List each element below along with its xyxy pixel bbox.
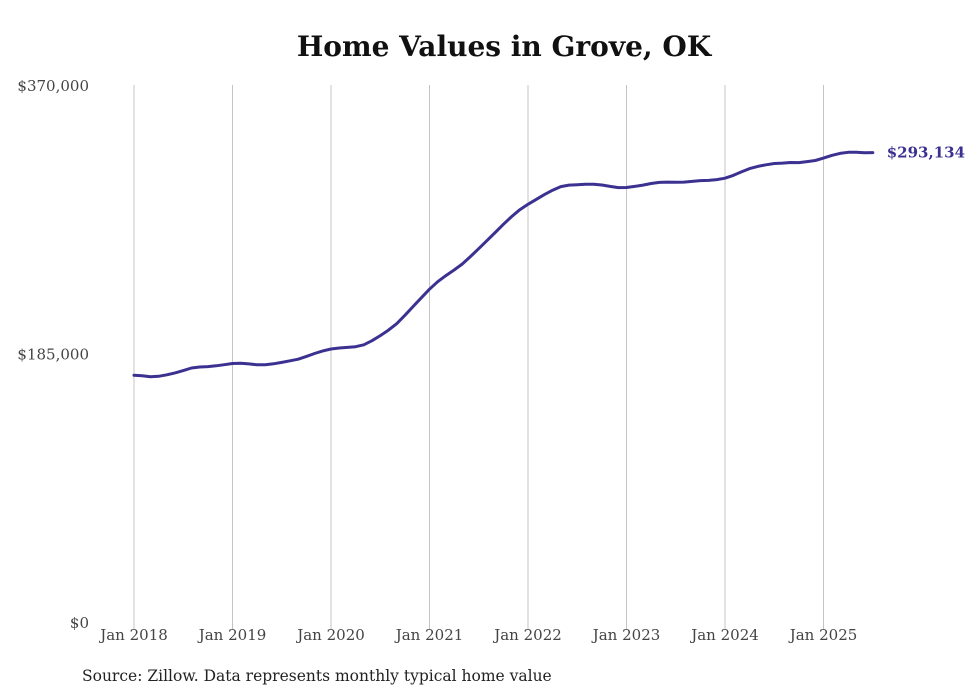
end-value-label: $293,134	[887, 144, 965, 162]
y-axis-ticks: $0 $185,000 $370,000	[17, 77, 89, 632]
y-tick-label: $185,000	[17, 346, 89, 364]
x-tick-label: Jan 2022	[492, 626, 562, 644]
chart-title: Home Values in Grove, OK	[296, 30, 712, 63]
grid-lines	[133, 85, 824, 630]
x-tick-label: Jan 2018	[98, 626, 168, 644]
x-tick-label: Jan 2020	[295, 626, 365, 644]
x-tick-label: Jan 2025	[788, 626, 858, 644]
source-note: Source: Zillow. Data represents monthly …	[82, 667, 552, 685]
x-tick-label: Jan 2023	[591, 626, 661, 644]
y-tick-label: $370,000	[17, 77, 89, 95]
x-tick-label: Jan 2021	[394, 626, 464, 644]
y-tick-label: $0	[70, 614, 89, 632]
x-tick-label: Jan 2024	[689, 626, 759, 644]
x-axis-ticks: Jan 2018 Jan 2019 Jan 2020 Jan 2021 Jan 2022…	[98, 626, 857, 644]
series-line	[132, 150, 875, 379]
x-tick-label: Jan 2019	[197, 626, 267, 644]
